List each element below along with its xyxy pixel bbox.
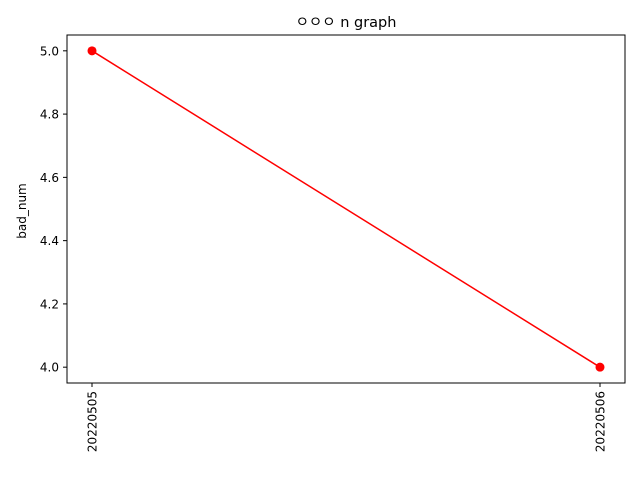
x-tick-label: 20220505 (86, 391, 100, 452)
data-point (595, 362, 605, 372)
y-tick-label: 4.0 (40, 361, 59, 375)
y-tick-label: 4.2 (40, 297, 59, 311)
series-line (91, 50, 601, 368)
plot-area: 4.0 4.2 4.4 4.6 4.8 5.0 20220505 20220506 (40, 44, 608, 452)
y-axis-label: bad_num (15, 183, 29, 239)
chart-title: ㅇㅇㅇ n graph (296, 15, 397, 31)
y-tick-label: 4.4 (40, 234, 59, 248)
x-tick-label: 20220506 (594, 391, 608, 452)
y-tick-label: 4.8 (40, 108, 59, 122)
y-tick-label: 5.0 (40, 44, 59, 58)
y-tick-label: 4.6 (40, 171, 59, 185)
data-point (87, 46, 97, 56)
axes-frame (66, 34, 626, 384)
